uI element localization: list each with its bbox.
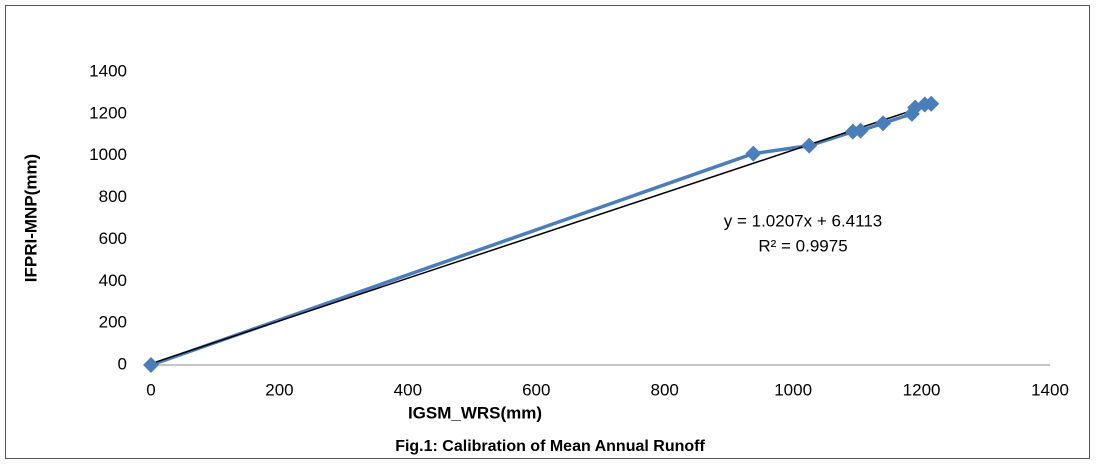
x-tick-label: 1000 (774, 380, 812, 399)
marker (875, 115, 892, 132)
y-tick-label: 400 (99, 271, 127, 290)
x-tick-label: 0 (146, 380, 155, 399)
x-tick-label: 200 (265, 380, 293, 399)
x-tick-label: 800 (651, 380, 679, 399)
marker (923, 95, 940, 112)
x-tick-label: 400 (394, 380, 422, 399)
y-tick-label: 1400 (89, 61, 127, 80)
y-tick-label: 200 (99, 313, 127, 332)
x-tick-label: 1200 (903, 380, 941, 399)
marker (852, 122, 869, 139)
y-axis-label: IFPRI-MNP(mm) (21, 154, 40, 282)
marker (143, 357, 159, 373)
trendline (150, 103, 932, 365)
y-tick-label: 600 (99, 229, 127, 248)
marker (801, 137, 818, 154)
y-tick-label: 800 (99, 187, 127, 206)
x-axis-label: IGSM_WRS(mm) (408, 403, 542, 422)
y-tick-label: 0 (118, 354, 127, 373)
trendline-equation: y = 1.0207x + 6.4113 (724, 211, 882, 230)
x-tick-label: 600 (522, 380, 550, 399)
y-tick-label: 1200 (89, 103, 127, 122)
chart-title: Fig.1: Calibration of Mean Annual Runoff (395, 438, 705, 455)
marker (745, 145, 762, 162)
x-tick-label: 1400 (1031, 380, 1069, 399)
y-tick-label: 1000 (89, 145, 127, 164)
trendline-r-squared: R² = 0.9975 (758, 236, 847, 255)
